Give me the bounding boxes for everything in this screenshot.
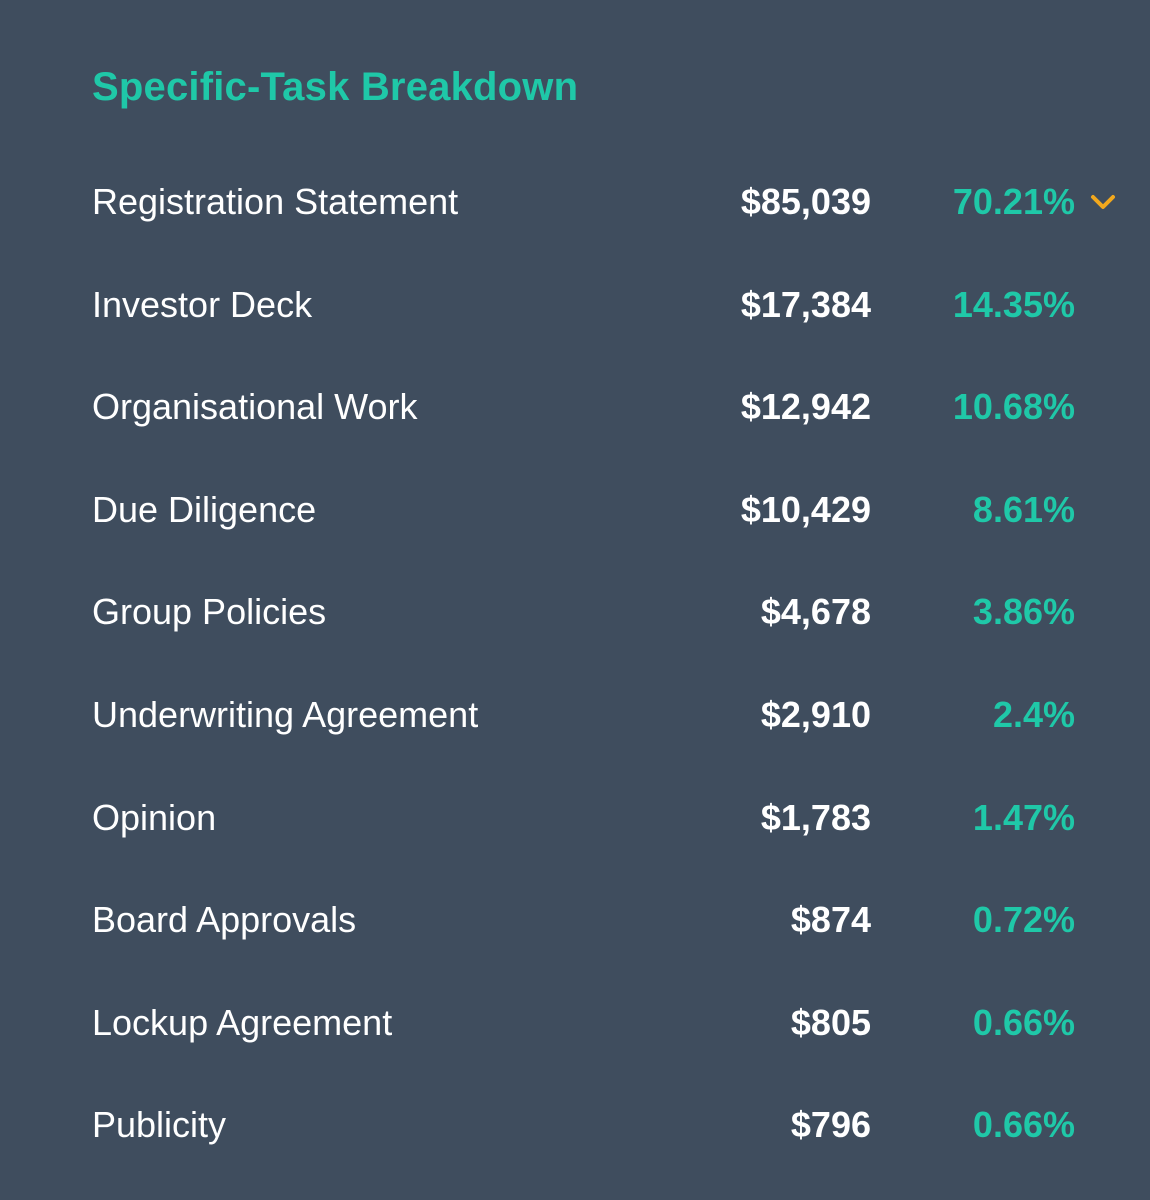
task-amount: $85,039: [740, 181, 871, 222]
task-percent: 0.66%: [972, 1001, 1075, 1043]
task-percent: 10.68%: [952, 386, 1075, 428]
breakdown-row-lockup-agreement[interactable]: Lockup Agreement $805 0.66%: [0, 972, 1150, 1075]
task-percent: 1.47%: [972, 796, 1075, 838]
task-percent: 14.35%: [952, 283, 1075, 325]
task-percent: 8.61%: [972, 488, 1075, 530]
breakdown-row-investor-deck[interactable]: Investor Deck $17,384 14.35%: [0, 254, 1150, 357]
breakdown-row-publicity[interactable]: Publicity $796 0.66%: [0, 1074, 1150, 1177]
task-breakdown-list: Registration Statement $85,039 70.21% In…: [0, 151, 1150, 1177]
task-amount: $17,384: [740, 283, 871, 325]
task-label: Group Policies: [92, 591, 327, 633]
task-label: Organisational Work: [92, 386, 418, 428]
task-label: Lockup Agreement: [92, 1001, 393, 1043]
task-label: Publicity: [92, 1104, 227, 1146]
breakdown-row-underwriting-agreement[interactable]: Underwriting Agreement $2,910 2.4%: [0, 664, 1150, 767]
task-percent: 0.72%: [972, 899, 1075, 941]
task-percent: 0.66%: [972, 1104, 1075, 1146]
breakdown-row-organisational-work[interactable]: Organisational Work $12,942 10.68%: [0, 356, 1150, 459]
task-amount: $874: [790, 899, 871, 941]
task-label: Due Diligence: [92, 488, 317, 530]
task-label: Opinion: [92, 796, 217, 838]
task-label: Investor Deck: [92, 283, 313, 325]
task-percent: 3.86%: [972, 591, 1075, 633]
panel-title: Specific-Task Breakdown: [92, 65, 579, 109]
task-amount: $10,429: [740, 488, 871, 530]
task-amount: $12,942: [740, 386, 871, 428]
breakdown-row-due-diligence[interactable]: Due Diligence $10,429 8.61%: [0, 459, 1150, 562]
chevron-down-icon[interactable]: [1089, 192, 1117, 212]
breakdown-row-opinion[interactable]: Opinion $1,783 1.47%: [0, 767, 1150, 870]
task-percent: 70.21%: [952, 181, 1075, 222]
task-amount: $805: [790, 1001, 871, 1043]
task-label: Registration Statement: [92, 181, 459, 222]
task-amount: $4,678: [760, 591, 871, 633]
task-amount: $1,783: [760, 796, 871, 838]
breakdown-row-board-approvals[interactable]: Board Approvals $874 0.72%: [0, 869, 1150, 972]
task-amount: $796: [790, 1104, 871, 1146]
task-amount: $2,910: [760, 693, 871, 735]
breakdown-row-group-policies[interactable]: Group Policies $4,678 3.86%: [0, 561, 1150, 664]
task-label: Underwriting Agreement: [92, 693, 479, 735]
task-label: Board Approvals: [92, 899, 357, 941]
task-percent: 2.4%: [992, 693, 1075, 735]
breakdown-row-registration-statement[interactable]: Registration Statement $85,039 70.21%: [0, 151, 1150, 254]
